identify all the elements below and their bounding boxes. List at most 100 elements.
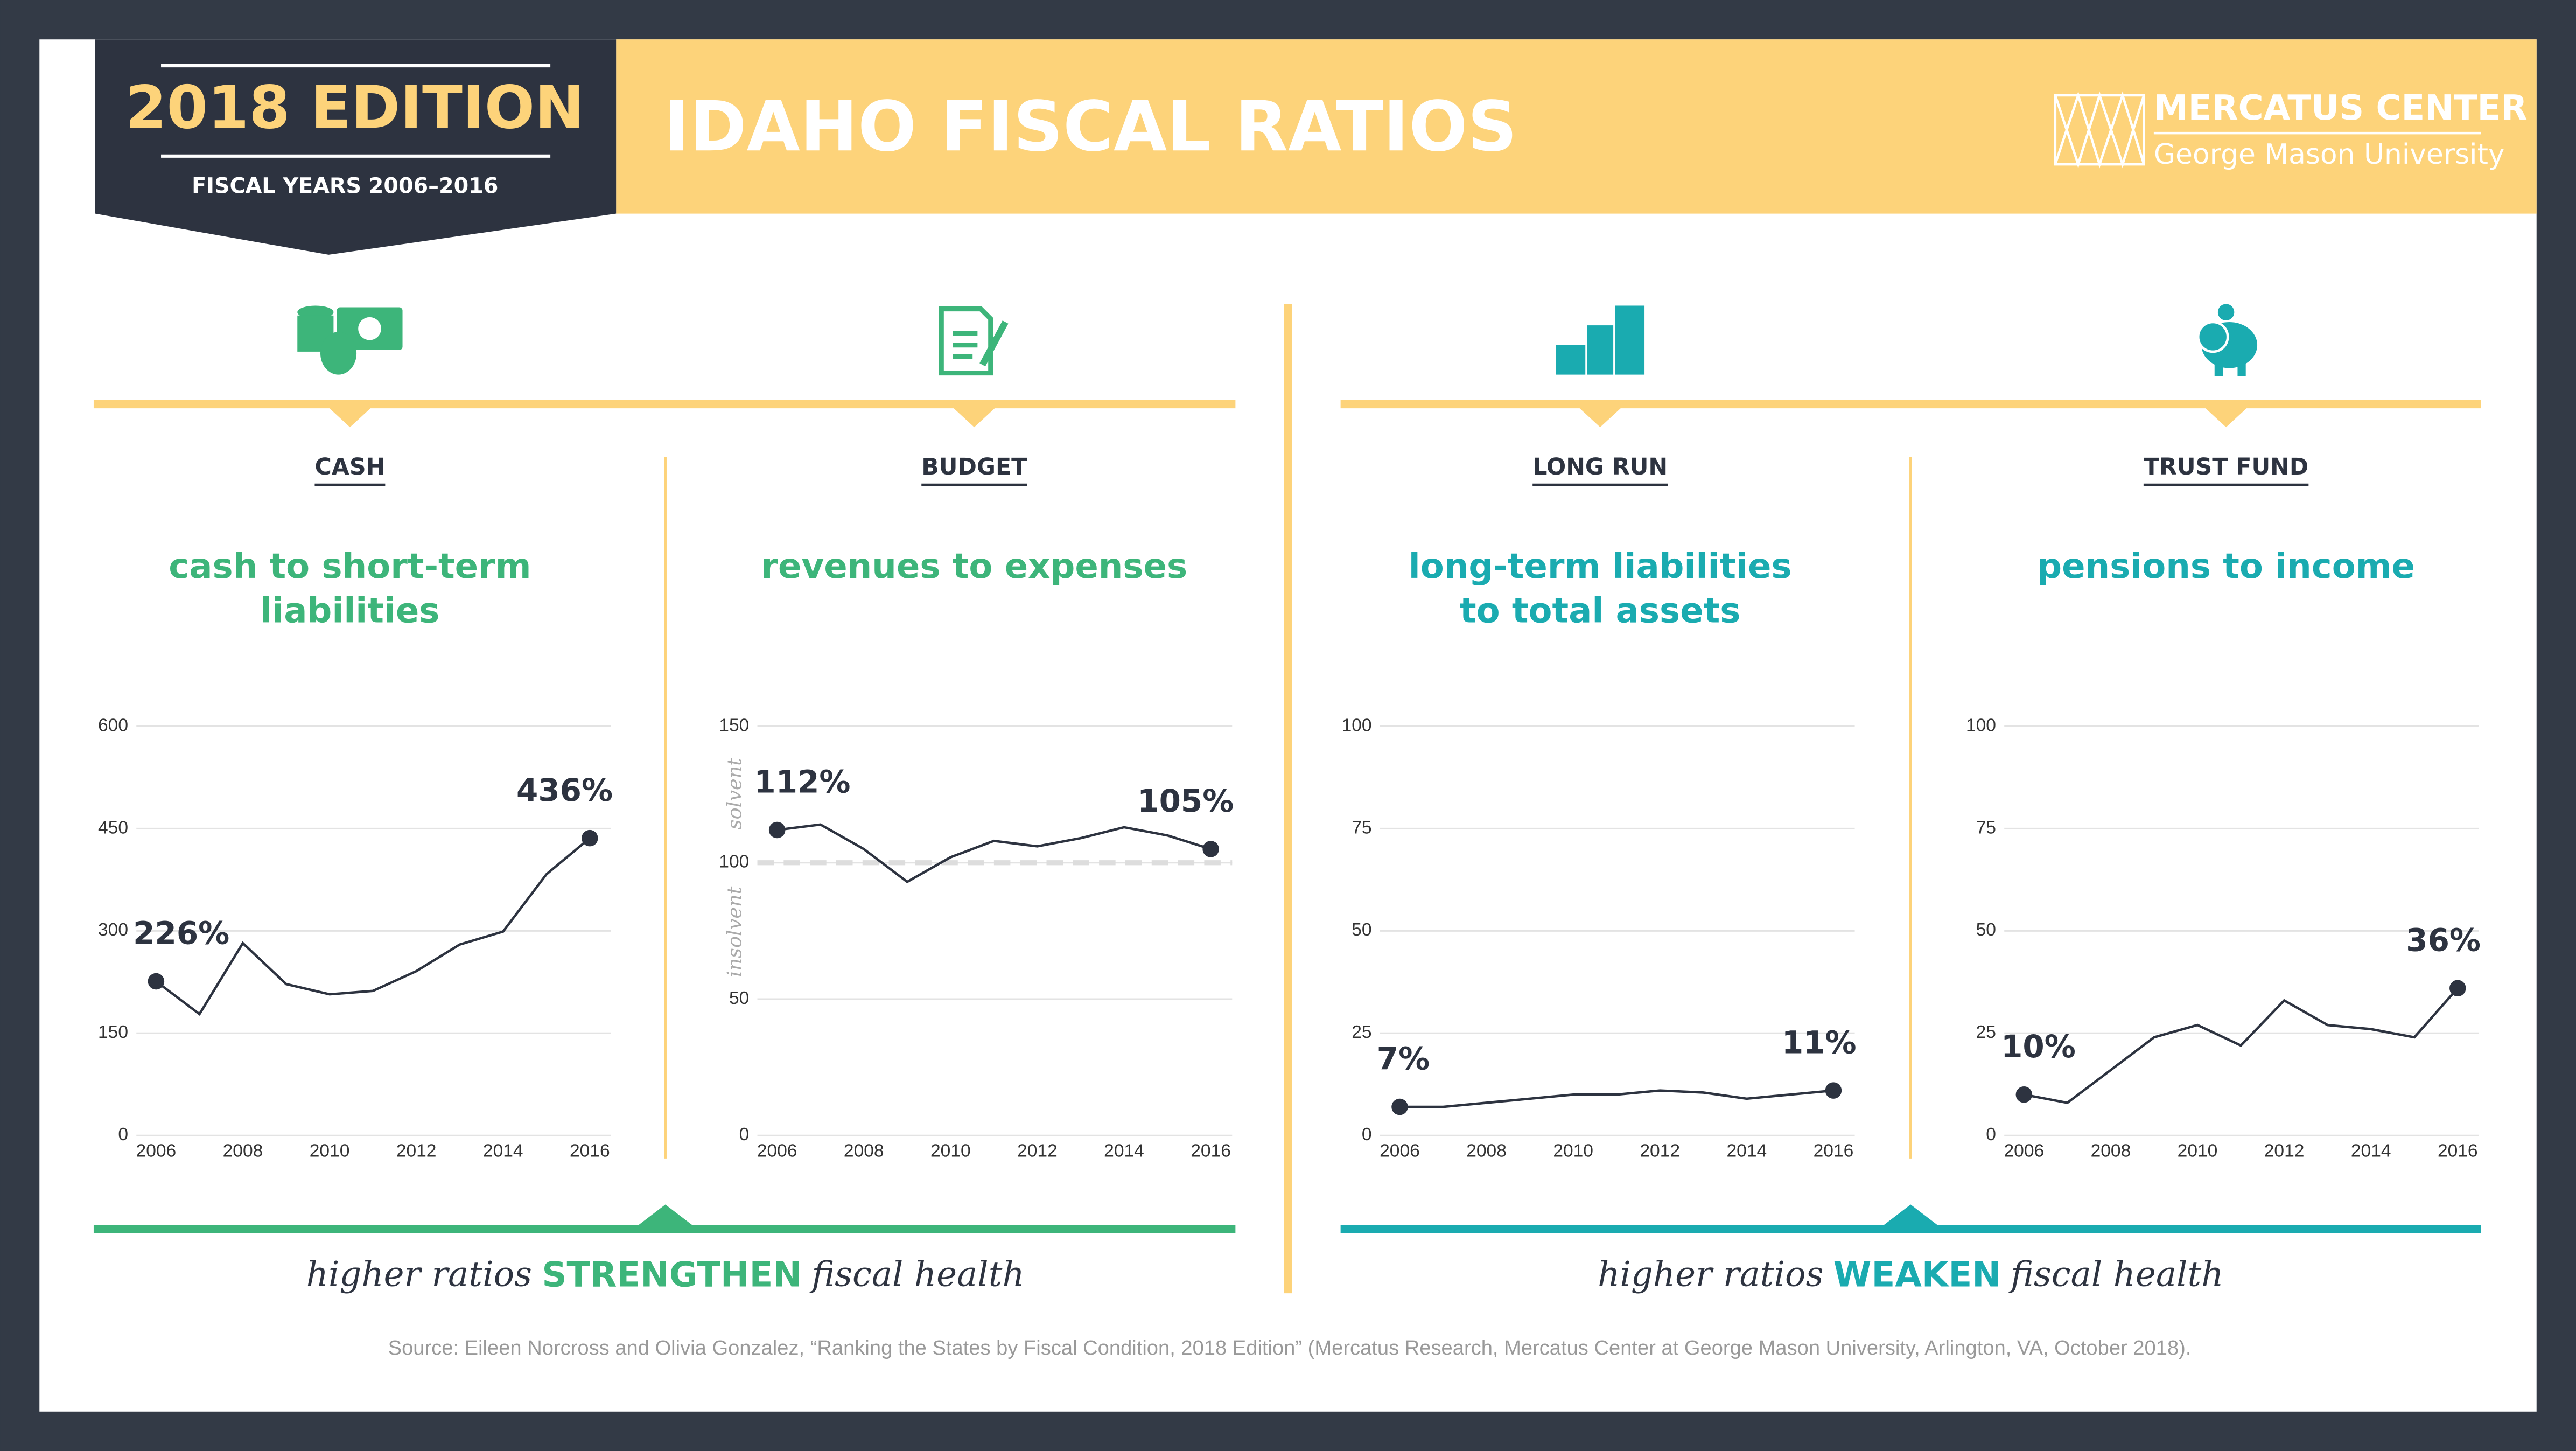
x-tick-label: 2008	[2091, 1141, 2131, 1161]
x-tick-label: 2016	[1814, 1141, 1854, 1161]
y-tick-label: 0	[118, 1125, 128, 1145]
footer-before: higher ratios	[1598, 1254, 1823, 1294]
point	[148, 973, 165, 990]
value-label: 7%	[1377, 1041, 1430, 1077]
x-tick-label: 2014	[1727, 1141, 1767, 1161]
footer-after: fiscal health	[2008, 1254, 2223, 1294]
value-label: 436%	[516, 772, 613, 808]
y-tick-label: 25	[1352, 1022, 1371, 1042]
edition: 2018 EDITION	[125, 73, 584, 142]
org: MERCATUS CENTER	[2154, 88, 2528, 128]
chart-title: pensions to income	[2037, 547, 2415, 587]
point	[2449, 980, 2466, 996]
below-label: insolvent	[723, 886, 746, 977]
data-line	[1399, 1089, 1834, 1108]
x-tick-label: 2006	[1380, 1141, 1420, 1161]
footer-text: higher ratios WEAKEN fiscal health	[1598, 1254, 2223, 1295]
x-tick-label: 2016	[2438, 1141, 2478, 1161]
point	[2015, 1086, 2033, 1103]
y-tick-label: 50	[729, 988, 749, 1008]
y-tick-label: 0	[1362, 1125, 1372, 1145]
x-tick-label: 2012	[1640, 1141, 1680, 1161]
value-label: 11%	[1782, 1024, 1857, 1061]
icon-long-run	[1556, 305, 1645, 375]
y-tick-label: 50	[1352, 920, 1371, 940]
page-title: IDAHO FISCAL RATIOS	[664, 87, 1517, 167]
x-tick-label: 2014	[483, 1141, 523, 1161]
source: Source: Eileen Norcross and Olivia Gonza…	[388, 1336, 2192, 1359]
pointer	[637, 1204, 694, 1226]
years: FISCAL YEARS 2006–2016	[192, 173, 498, 198]
footer-emphasis: WEAKEN	[1833, 1255, 2001, 1295]
university: George Mason University	[2154, 138, 2505, 171]
y-tick-label: 150	[98, 1022, 128, 1042]
icon-trust-fund	[2196, 304, 2258, 376]
chart-title: liabilities	[260, 591, 439, 631]
logo	[2054, 91, 2145, 169]
pointer	[1882, 1204, 1939, 1226]
icon-cash	[297, 305, 403, 375]
y-tick-label: 150	[719, 715, 749, 735]
y-tick-label: 450	[98, 818, 128, 838]
chart-title: to total assets	[1460, 591, 1740, 631]
x-tick-label: 2016	[1191, 1141, 1231, 1161]
chart-title: revenues to expenses	[761, 547, 1187, 587]
data-line	[776, 823, 1212, 883]
point	[582, 829, 598, 847]
footer-before: higher ratios	[306, 1254, 532, 1294]
footer-text: higher ratios STRENGTHEN fiscal health	[306, 1254, 1025, 1295]
x-tick-label: 2006	[136, 1141, 177, 1161]
above-label: solvent	[723, 758, 746, 829]
icon-budget	[939, 306, 1009, 376]
x-tick-label: 2010	[930, 1141, 971, 1161]
x-tick-label: 2010	[310, 1141, 350, 1161]
x-tick-label: 2006	[757, 1141, 797, 1161]
y-tick-label: 0	[739, 1125, 750, 1145]
x-tick-label: 2010	[1553, 1141, 1593, 1161]
y-tick-label: 100	[719, 852, 749, 872]
chart-title: long-term liabilities	[1409, 547, 1792, 587]
x-tick-label: 2008	[1466, 1141, 1507, 1161]
point	[1825, 1082, 1842, 1099]
y-tick-label: 100	[1342, 715, 1372, 735]
y-tick-label: 50	[1976, 920, 1996, 940]
y-tick-label: 300	[98, 920, 128, 940]
y-tick-label: 25	[1976, 1022, 1996, 1042]
x-tick-label: 2016	[570, 1141, 610, 1161]
point	[1391, 1098, 1408, 1115]
y-tick-label: 100	[1966, 715, 1996, 735]
x-tick-label: 2010	[2178, 1141, 2218, 1161]
header-band	[616, 39, 2537, 214]
y-tick-label: 75	[1352, 818, 1371, 838]
edition-tab	[95, 39, 617, 255]
category-label: BUDGET	[921, 454, 1027, 480]
chart-title: cash to short-term	[169, 547, 531, 587]
data-line	[2024, 987, 2459, 1104]
footer-emphasis: STRENGTHEN	[542, 1255, 802, 1295]
x-tick-label: 2014	[1104, 1141, 1144, 1161]
y-tick-label: 75	[1976, 818, 1996, 838]
x-tick-label: 2014	[2351, 1141, 2391, 1161]
value-label: 105%	[1137, 783, 1234, 819]
value-label: 36%	[2406, 922, 2481, 958]
value-label: 10%	[2001, 1028, 2076, 1065]
footer-after: fiscal health	[809, 1254, 1024, 1294]
x-tick-label: 2006	[2004, 1141, 2045, 1161]
x-tick-label: 2008	[223, 1141, 263, 1161]
x-tick-label: 2012	[396, 1141, 437, 1161]
y-tick-label: 0	[1986, 1125, 1996, 1145]
category-label: LONG RUN	[1532, 454, 1668, 480]
category-label: TRUST FUND	[2144, 454, 2308, 480]
x-tick-label: 2012	[1017, 1141, 1058, 1161]
y-tick-label: 600	[98, 715, 128, 735]
point	[1202, 841, 1219, 857]
point	[768, 821, 786, 839]
value-label: 112%	[754, 764, 850, 800]
x-tick-label: 2012	[2264, 1141, 2305, 1161]
value-label: 226%	[133, 915, 229, 952]
x-tick-label: 2008	[844, 1141, 884, 1161]
data-line	[155, 837, 591, 1016]
category-label: CASH	[314, 454, 385, 480]
